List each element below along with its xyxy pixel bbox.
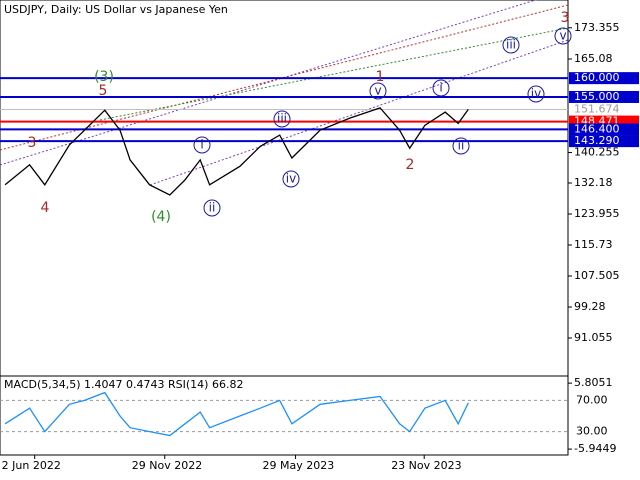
annotation: 3 — [28, 135, 37, 151]
annotation-circle — [502, 36, 520, 54]
annotation: 1 — [376, 69, 385, 85]
annotation: ii — [209, 201, 216, 215]
annotation-circle — [432, 79, 450, 97]
level-tag — [569, 103, 639, 116]
x-tick-label: 29 May 2023 — [263, 459, 335, 472]
annotation: 4 — [41, 200, 50, 216]
level-tag — [569, 90, 639, 103]
annotation-circle — [203, 199, 221, 217]
annotation: iv — [286, 172, 296, 186]
x-tick-label: 29 Nov 2022 — [132, 459, 202, 472]
level-label: 146.400 — [574, 122, 620, 135]
y-tick-label: 123.955 — [574, 207, 620, 220]
y-tick-label: 165.08 — [574, 52, 613, 65]
y-tick-label: 140.255 — [574, 146, 620, 159]
annotation: iv — [531, 87, 541, 101]
level-label: 143.290 — [574, 134, 620, 147]
annotation-circle — [554, 27, 572, 45]
annotation-circle — [527, 85, 545, 103]
annotation: (4) — [151, 209, 171, 225]
y-tick-label: 70.00 — [576, 393, 608, 406]
annotation: iii — [506, 38, 516, 52]
y-tick-label: 91.055 — [574, 331, 613, 344]
chart-title: USDJPY, Daily: US Dollar vs Japanese Yen — [4, 3, 228, 16]
annotation-circle — [193, 136, 211, 154]
indicator-title: MACD(5,34,5) 1.4047 0.4743 RSI(14) 66.82 — [4, 378, 243, 391]
annotation: 2 — [406, 157, 415, 173]
level-tag — [569, 123, 639, 136]
annotation: (3) — [94, 69, 114, 85]
annotation-circle — [273, 110, 291, 128]
trend-line — [149, 39, 569, 186]
annotation: 3 — [561, 10, 570, 26]
level-tag — [569, 72, 639, 85]
annotation: v — [374, 84, 381, 98]
annotation: 5 — [99, 83, 108, 99]
annotation-circle — [369, 82, 387, 100]
trend-line — [99, 27, 569, 121]
x-tick-label: 2 Jun 2022 — [2, 459, 61, 472]
level-label: 160.000 — [574, 71, 620, 84]
y2-tick-label: 5.8051 — [574, 376, 613, 389]
annotation: iii — [277, 112, 287, 126]
y-tick-label: 132.18 — [574, 176, 613, 189]
level-label: 155.000 — [574, 90, 620, 103]
annotation: v — [559, 29, 566, 43]
y-tick-label: 99.28 — [574, 300, 606, 313]
y-tick-label: 30.00 — [576, 425, 608, 438]
annotation-circle — [452, 137, 470, 155]
annotation-circle — [282, 170, 300, 188]
y2-tick-label: -5.9449 — [574, 442, 616, 455]
y-tick-label: 173.355 — [574, 21, 620, 34]
annotation: i — [439, 81, 442, 95]
annotation: i — [200, 138, 203, 152]
level-label: 151.674 — [574, 103, 620, 116]
annotation: ii — [458, 139, 465, 153]
series-line — [4, 391, 469, 437]
level-tag — [569, 135, 639, 148]
x-tick-label: 23 Nov 2023 — [391, 459, 461, 472]
y-tick-label: 115.73 — [574, 238, 613, 251]
plot-frame — [0, 0, 569, 456]
series-line — [4, 107, 469, 196]
y-tick-label: 107.505 — [574, 269, 620, 282]
